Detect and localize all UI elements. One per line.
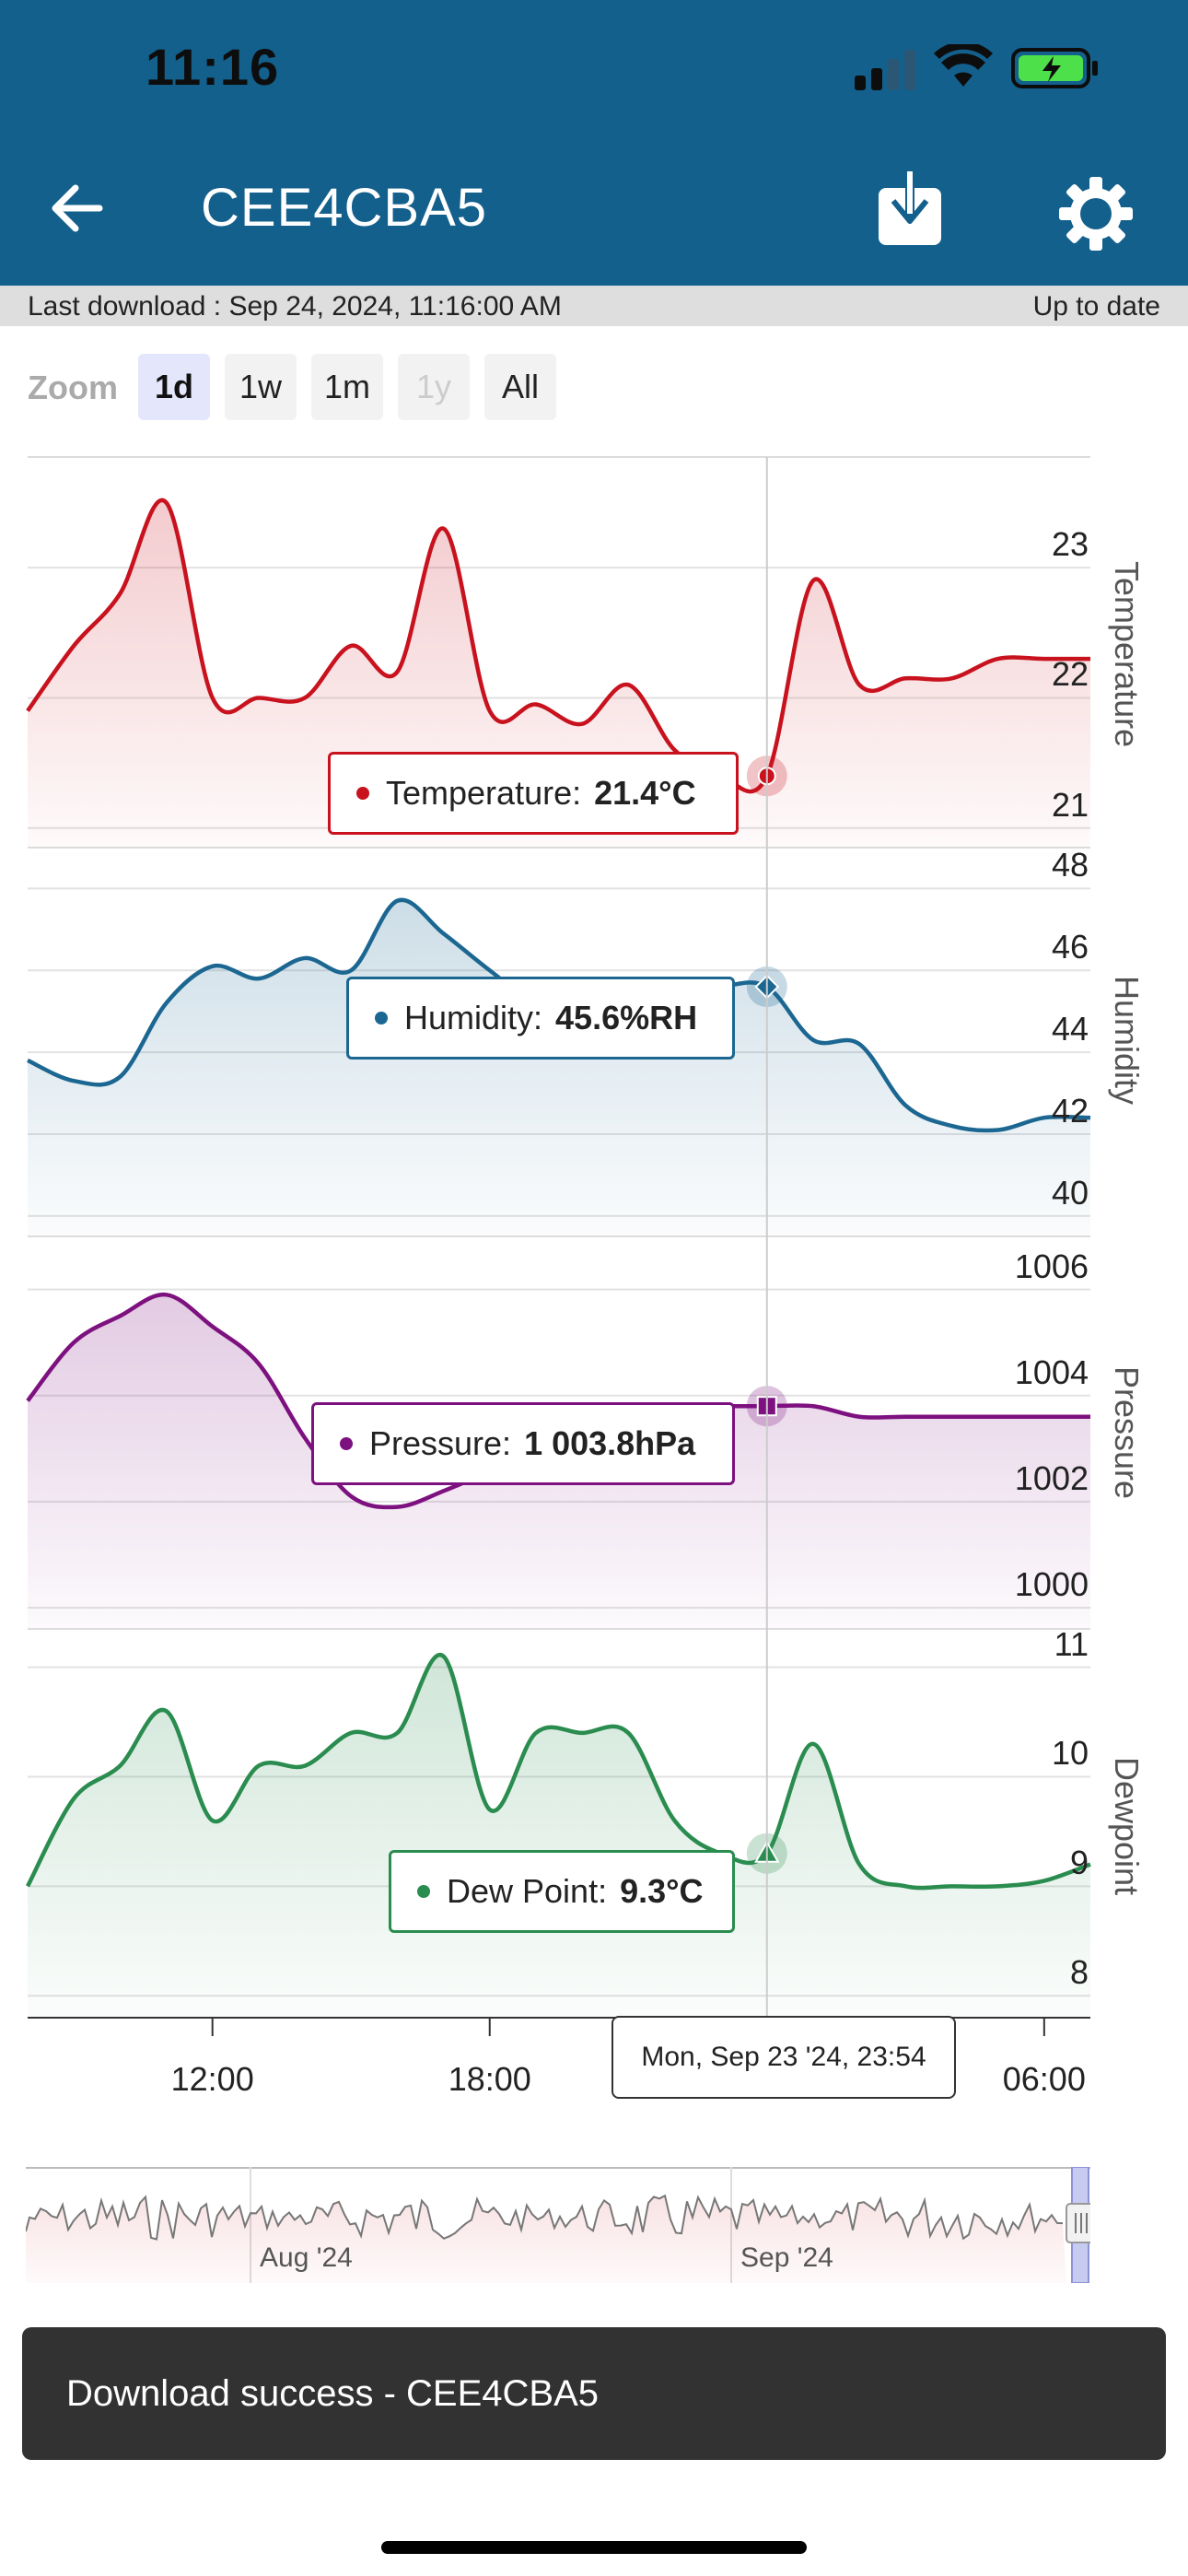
- zoom-label: Zoom: [28, 369, 118, 406]
- home-indicator: [381, 2541, 807, 2554]
- download-state-text: Up to date: [1032, 291, 1160, 322]
- battery-icon: [1011, 48, 1098, 88]
- pressure-tooltip-value: 1 003.8hPa: [524, 1424, 696, 1462]
- dewpoint-tooltip-value: 9.3°C: [620, 1872, 704, 1910]
- zoom-1d-button[interactable]: 1d: [138, 354, 210, 420]
- back-arrow-icon[interactable]: [48, 181, 107, 236]
- navigator-area: [26, 2195, 1066, 2283]
- humidity-tooltip-label: Humidity:: [404, 999, 543, 1036]
- temperature-tooltip-value: 21.4°C: [594, 774, 696, 812]
- navigator-line: [26, 2194, 1064, 2241]
- series-area-temperature: [28, 499, 1090, 848]
- status-time: 11:16: [146, 38, 280, 96]
- last-download-text: Last download : Sep 24, 2024, 11:16:00 A…: [28, 291, 562, 322]
- dewpoint-tooltip: Dew Point: 9.3°C: [389, 1850, 735, 1933]
- humidity-tooltip: Humidity: 45.6%RH: [346, 977, 735, 1060]
- wifi-icon: [934, 44, 993, 87]
- gear-icon[interactable]: [1057, 175, 1135, 252]
- dewpoint-tooltip-label: Dew Point:: [447, 1872, 608, 1910]
- navigator-label-sep: Sep '24: [740, 2242, 833, 2273]
- series-area-dewpoint: [28, 1655, 1090, 2018]
- zoom-all-button[interactable]: All: [484, 354, 556, 420]
- pressure-tooltip-label: Pressure:: [369, 1424, 512, 1462]
- signal-icon: [855, 50, 915, 90]
- zoom-1y-button[interactable]: 1y: [398, 354, 470, 420]
- range-navigator[interactable]: [26, 2167, 1090, 2283]
- zoom-1w-button[interactable]: 1w: [225, 354, 297, 420]
- navigator-label-aug: Aug '24: [260, 2242, 353, 2273]
- series-line-dewpoint: [26, 1652, 1091, 1891]
- humidity-dot-icon: [375, 1012, 388, 1025]
- humidity-tooltip-value: 45.6%RH: [555, 999, 698, 1036]
- series-area-humidity: [28, 899, 1090, 1236]
- temperature-tooltip: Temperature: 21.4°C: [328, 752, 739, 835]
- page-title: CEE4CBA5: [201, 178, 488, 238]
- series-line-temperature: [26, 498, 1090, 794]
- navigator-handle[interactable]: [1066, 2203, 1090, 2243]
- app-bar: 11:16 CEE4CBA5: [0, 0, 1188, 286]
- download-status-bar: Last download : Sep 24, 2024, 11:16:00 A…: [0, 286, 1188, 326]
- pressure-tooltip: Pressure: 1 003.8hPa: [311, 1402, 735, 1485]
- time-tooltip: Mon, Sep 23 '24, 23:54: [611, 2016, 956, 2099]
- temperature-dot-icon: [356, 787, 369, 800]
- download-icon[interactable]: [873, 168, 947, 249]
- temperature-tooltip-label: Temperature:: [386, 774, 582, 812]
- zoom-1m-button[interactable]: 1m: [311, 354, 383, 420]
- pressure-dot-icon: [340, 1437, 353, 1450]
- dewpoint-dot-icon: [417, 1885, 430, 1898]
- snackbar: Download success - CEE4CBA5: [22, 2327, 1166, 2460]
- snackbar-message: Download success - CEE4CBA5: [66, 2372, 600, 2414]
